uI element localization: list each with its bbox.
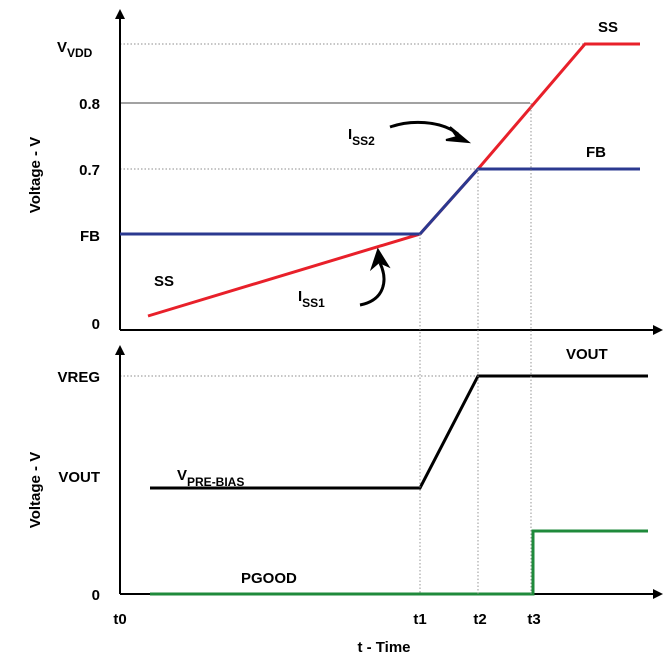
y-tick-zero-top: 0 (92, 316, 100, 333)
iss2-arrow-head (445, 126, 472, 144)
iss1-arrow (359, 262, 386, 307)
fb-line (120, 167, 640, 236)
ss-ramp-line (147, 42, 640, 318)
ss-label-top: SS (598, 19, 618, 36)
x-tick-t1: t1 (413, 611, 426, 628)
x-tick-t2: t2 (473, 611, 486, 628)
bottom-y-axis-title: Voltage - V (27, 452, 44, 528)
pgood-label: PGOOD (241, 570, 297, 587)
vout-line (150, 374, 648, 490)
fb-label-right: FB (586, 144, 606, 161)
prebias-label: VPRE-BIAS (177, 467, 244, 489)
iss2-arrow (389, 120, 459, 136)
x-axis-title: t - Time (357, 639, 410, 656)
vout-label-right: VOUT (566, 346, 608, 363)
bottom-panel: Voltage - V VREG VOUT 0 VOUT VPRE-BIAS P… (27, 345, 663, 604)
iss2-label: ISS2 (348, 126, 375, 148)
y-tick-0-8: 0.8 (79, 96, 100, 113)
pgood-line (150, 529, 648, 596)
ss-label-left: SS (154, 273, 174, 290)
x-tick-t0: t0 (113, 611, 126, 628)
y-tick-vdd: VVDD (57, 39, 93, 60)
y-tick-vout: VOUT (58, 469, 100, 486)
y-tick-vreg: VREG (57, 369, 100, 386)
x-tick-t3: t3 (527, 611, 540, 628)
y-tick-fb: FB (80, 228, 100, 245)
time-markers: t0 t1 t2 t3 t - Time (113, 103, 541, 656)
iss1-label: ISS1 (298, 288, 325, 310)
y-tick-0-7: 0.7 (79, 162, 100, 179)
y-tick-zero-bottom: 0 (92, 587, 100, 604)
top-panel: Voltage - V VVDD 0.8 0.7 FB 0 SS FB SS I… (27, 9, 663, 335)
iss1-arrow-head (369, 247, 391, 272)
top-y-axis-title: Voltage - V (27, 137, 44, 213)
